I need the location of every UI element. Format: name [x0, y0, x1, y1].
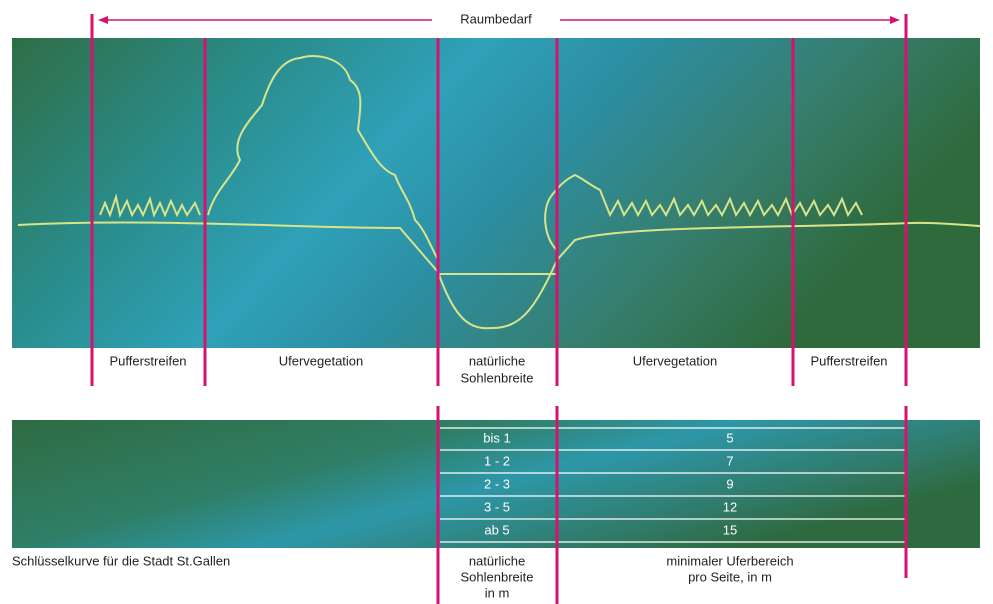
table-cell: 7	[726, 453, 733, 468]
column-header: pro Seite, in m	[688, 569, 772, 584]
zone-label: Ufervegetation	[279, 353, 364, 368]
zone-label: natürliche	[469, 353, 525, 368]
zone-label: Sohlenbreite	[461, 370, 534, 385]
column-header: Sohlenbreite	[461, 569, 534, 584]
column-header: minimaler Uferbereich	[666, 553, 793, 568]
zone-label: Ufervegetation	[633, 353, 718, 368]
zone-label: Pufferstreifen	[109, 353, 186, 368]
table-cell: 12	[723, 499, 737, 514]
table-cell: 15	[723, 522, 737, 537]
table-cell: 5	[726, 430, 733, 445]
table-cell: 1 - 2	[484, 453, 510, 468]
table-cell: 3 - 5	[484, 499, 510, 514]
water-photo	[12, 38, 980, 348]
table-cell: 2 - 3	[484, 476, 510, 491]
table-cell: 9	[726, 476, 733, 491]
table-cell: bis 1	[483, 430, 510, 445]
caption: Schlüsselkurve für die Stadt St.Gallen	[12, 553, 230, 568]
column-header: in m	[485, 585, 510, 600]
table-cell: ab 5	[484, 522, 509, 537]
zone-label: Pufferstreifen	[810, 353, 887, 368]
diagram: Raumbedarf Schlüsselkurve für die Stadt …	[0, 0, 993, 604]
column-header: natürliche	[469, 553, 525, 568]
title: Raumbedarf	[460, 11, 532, 26]
